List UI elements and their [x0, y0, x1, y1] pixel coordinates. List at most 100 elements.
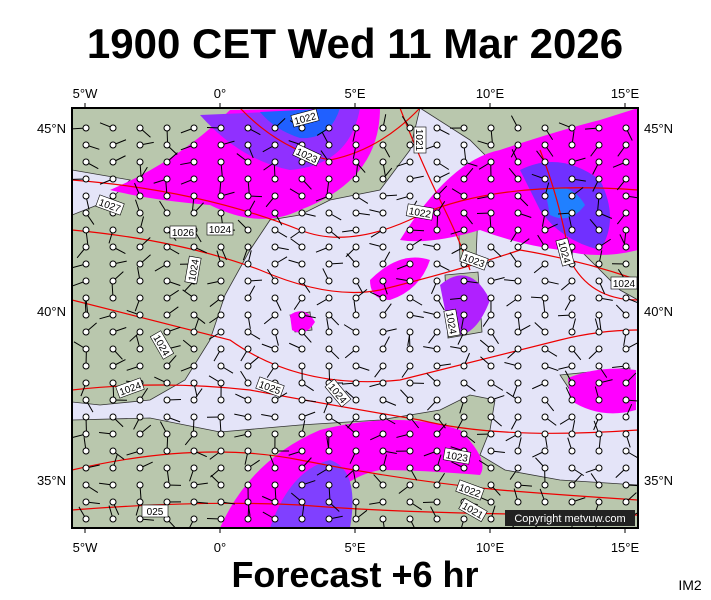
isobar-label-text: 1021: [413, 129, 424, 152]
station: [487, 362, 495, 370]
station: [82, 209, 90, 217]
station: [136, 260, 144, 268]
station: [163, 413, 171, 421]
station: [271, 413, 279, 421]
station: [244, 158, 252, 166]
station: [460, 124, 468, 132]
station: [568, 192, 576, 200]
station: [433, 175, 441, 183]
station: [325, 311, 333, 319]
station: [244, 226, 252, 234]
station: [622, 430, 630, 438]
station: [541, 328, 549, 336]
station: [460, 413, 468, 421]
station: [379, 447, 387, 455]
station: [298, 192, 306, 200]
station: [406, 328, 414, 336]
station: [244, 345, 252, 353]
station: [352, 481, 360, 489]
station: [622, 447, 630, 455]
station: [271, 498, 279, 506]
station: [298, 498, 306, 506]
station: [568, 464, 576, 472]
station: [325, 141, 333, 149]
station: [460, 175, 468, 183]
station: [460, 226, 468, 234]
station: [514, 175, 522, 183]
station: [379, 430, 387, 438]
station: [190, 124, 198, 132]
station: [244, 328, 252, 336]
station: [514, 209, 522, 217]
station: [352, 311, 360, 319]
station: [136, 362, 144, 370]
station: [595, 158, 603, 166]
station: [109, 311, 117, 319]
station: [352, 158, 360, 166]
isobar-label: 1023: [442, 447, 472, 465]
station: [163, 481, 171, 489]
station: [109, 379, 117, 387]
station: [460, 430, 468, 438]
station: [82, 515, 90, 523]
station: [379, 413, 387, 421]
station: [271, 345, 279, 353]
station: [622, 464, 630, 472]
station: [541, 379, 549, 387]
station: [352, 345, 360, 353]
station: [82, 311, 90, 319]
station: [244, 311, 252, 319]
station: [163, 209, 171, 217]
station: [514, 124, 522, 132]
station: [433, 515, 441, 523]
station: [460, 515, 468, 523]
isobar-label-text: 1026: [172, 228, 195, 239]
station: [244, 141, 252, 149]
station: [514, 294, 522, 302]
station: [595, 311, 603, 319]
station: [82, 294, 90, 302]
station: [271, 464, 279, 472]
station: [325, 294, 333, 302]
station: [379, 158, 387, 166]
station: [622, 396, 630, 404]
station: [217, 294, 225, 302]
station: [514, 362, 522, 370]
copyright-box: [505, 510, 635, 526]
station: [487, 311, 495, 319]
station: [217, 447, 225, 455]
lat-label: 45°N: [644, 121, 673, 136]
station: [406, 498, 414, 506]
isobar-label: 1024: [184, 255, 202, 285]
station: [82, 158, 90, 166]
station: [298, 464, 306, 472]
station: [541, 345, 549, 353]
station: [109, 498, 117, 506]
station: [136, 294, 144, 302]
station: [244, 209, 252, 217]
station: [109, 328, 117, 336]
station: [190, 379, 198, 387]
station: [379, 175, 387, 183]
station: [487, 413, 495, 421]
station: [595, 362, 603, 370]
isobar-label-text: 025: [147, 507, 164, 518]
station: [541, 209, 549, 217]
station: [244, 430, 252, 438]
station: [433, 141, 441, 149]
station: [163, 158, 171, 166]
station: [433, 311, 441, 319]
station: [190, 447, 198, 455]
station: [487, 124, 495, 132]
lon-label: 15°E: [611, 86, 640, 101]
station: [433, 362, 441, 370]
station: [82, 430, 90, 438]
lon-label: 10°E: [476, 86, 505, 101]
station: [271, 209, 279, 217]
station: [379, 464, 387, 472]
station: [541, 158, 549, 166]
station: [217, 345, 225, 353]
station: [379, 396, 387, 404]
station: [298, 481, 306, 489]
